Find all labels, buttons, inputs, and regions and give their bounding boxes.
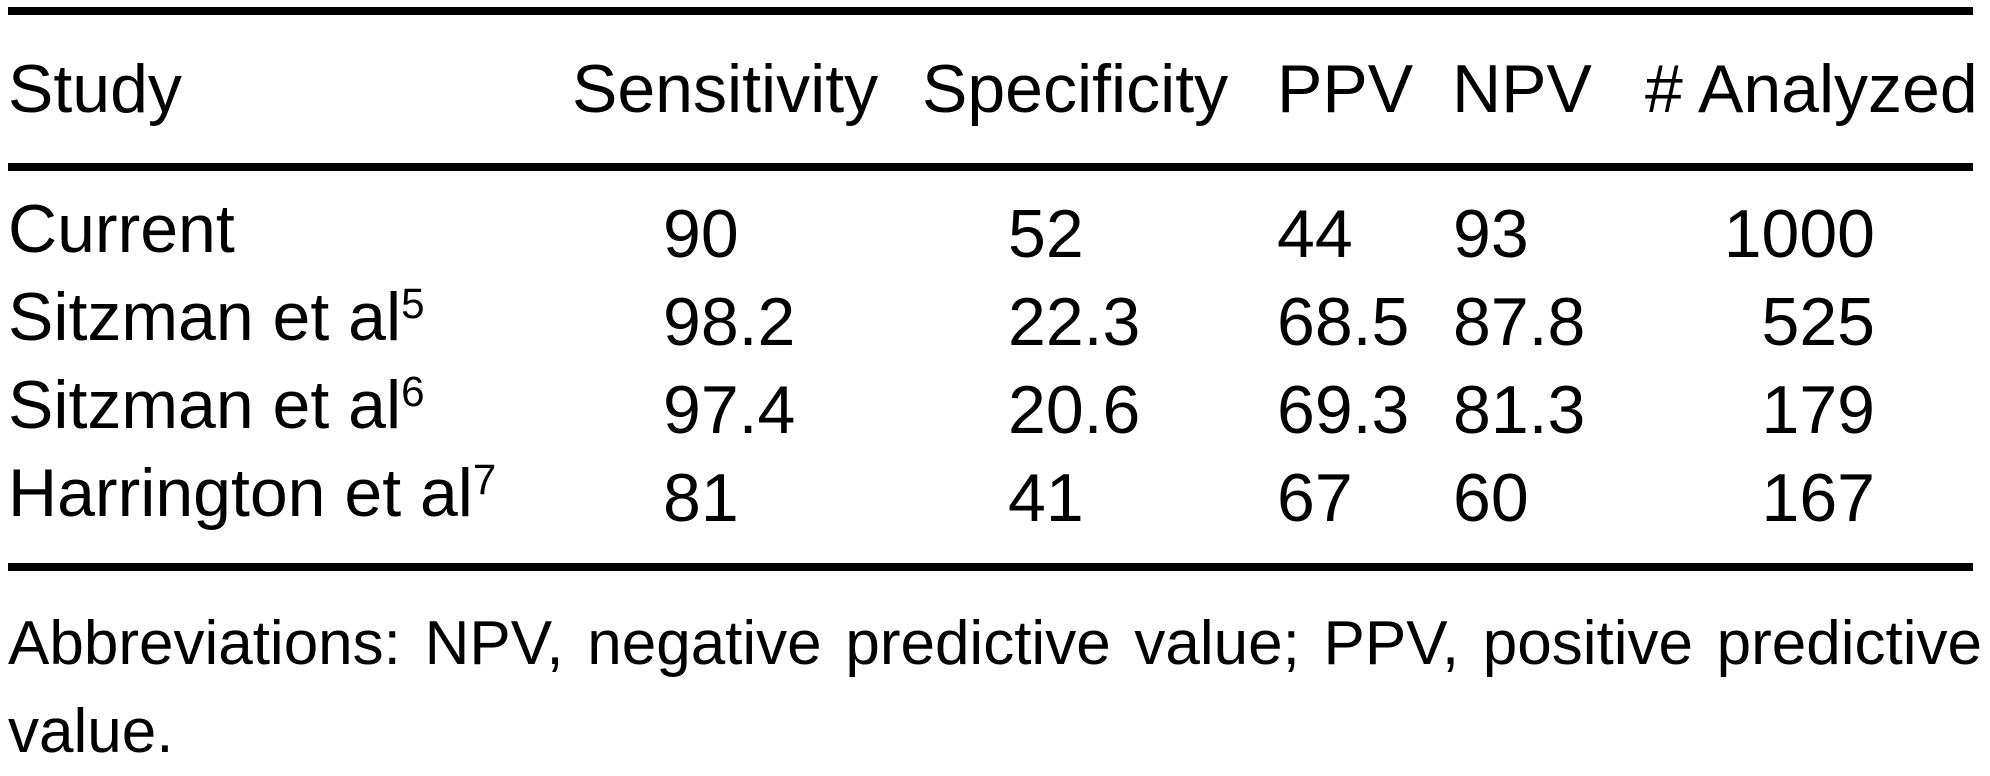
study-name: Harrington et al xyxy=(8,455,473,531)
specificity-cell: 20.6 xyxy=(1008,371,1141,448)
specificity-cell: 22.3 xyxy=(1008,283,1141,360)
column-header-study: Study xyxy=(8,51,182,127)
table-row: Harrington et al7 81 41 67 60 167 xyxy=(0,449,1990,537)
analyzed-cell: 179 xyxy=(1761,371,1875,448)
table-row: Current 90 52 44 93 1000 xyxy=(0,185,1990,273)
reference-superscript: 6 xyxy=(401,368,425,416)
column-header-sensitivity: Sensitivity xyxy=(572,51,879,127)
ppv-cell: 67 xyxy=(1277,459,1353,536)
study-cell: Harrington et al7 xyxy=(8,449,572,546)
specificity-cell: 41 xyxy=(1008,459,1084,536)
table-row: Sitzman et al5 98.2 22.3 68.5 87.8 525 xyxy=(0,273,1990,361)
ppv-cell: 44 xyxy=(1277,195,1353,272)
results-table: Study Sensitivity Specificity PPV NPV # … xyxy=(0,7,1990,774)
column-header-analyzed: # Analyzed xyxy=(1645,51,1978,127)
specificity-cell: 52 xyxy=(1008,195,1084,272)
table-top-rule xyxy=(8,7,1973,15)
study-cell: Sitzman et al6 xyxy=(8,361,572,458)
npv-cell: 81.3 xyxy=(1453,371,1586,448)
analyzed-cell: 1000 xyxy=(1723,195,1875,272)
sensitivity-cell: 81 xyxy=(663,459,739,536)
footnote-abbreviations-line1: Abbreviations: NPV, negative predictive … xyxy=(8,609,1982,678)
table-body: Current 90 52 44 93 1000 Sitzman et al5 … xyxy=(0,171,1990,537)
sensitivity-cell: 90 xyxy=(663,195,739,272)
column-header-ppv: PPV xyxy=(1277,51,1414,127)
analyzed-cell: 167 xyxy=(1761,459,1875,536)
reference-superscript: 5 xyxy=(401,280,425,328)
column-header-specificity: Specificity xyxy=(922,51,1229,127)
table-bottom-rule xyxy=(8,563,1973,571)
ppv-cell: 69.3 xyxy=(1277,371,1410,448)
ppv-cell: 68.5 xyxy=(1277,283,1410,360)
sensitivity-cell: 97.4 xyxy=(663,371,796,448)
analyzed-cell: 525 xyxy=(1761,283,1875,360)
study-name: Current xyxy=(8,191,235,267)
npv-cell: 93 xyxy=(1453,195,1529,272)
table-row: Sitzman et al6 97.4 20.6 69.3 81.3 179 xyxy=(0,361,1990,449)
table-footnote: Abbreviations: NPV, negative predictive … xyxy=(0,600,1990,776)
study-name: Sitzman et al xyxy=(8,367,402,443)
sensitivity-cell: 98.2 xyxy=(663,283,796,360)
footnote-abbreviations-line2: value. xyxy=(8,697,174,766)
npv-cell: 60 xyxy=(1453,459,1529,536)
npv-cell: 87.8 xyxy=(1453,283,1586,360)
study-cell: Sitzman et al5 xyxy=(8,273,572,370)
study-cell: Current xyxy=(8,185,572,282)
table-header-rule xyxy=(8,163,1973,171)
column-header-npv: NPV xyxy=(1452,51,1592,127)
table-header-row: Study Sensitivity Specificity PPV NPV # … xyxy=(0,15,1990,163)
reference-superscript: 7 xyxy=(472,456,497,504)
study-name: Sitzman et al xyxy=(8,279,402,355)
